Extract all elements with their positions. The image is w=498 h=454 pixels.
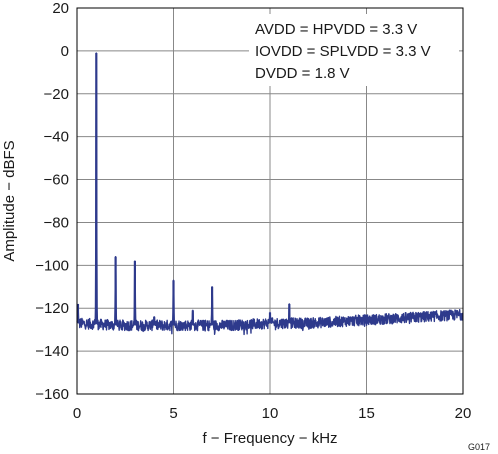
x-tick-label: 5	[169, 405, 177, 422]
y-axis-label: Amplitude − dBFS	[1, 140, 18, 261]
y-tick-label: 0	[61, 43, 69, 60]
y-tick-label: −40	[44, 129, 69, 146]
x-tick-label: 20	[455, 405, 472, 422]
y-tick-label: −60	[44, 172, 69, 189]
y-tick-label: −20	[44, 86, 69, 103]
x-tick-label: 15	[358, 405, 375, 422]
x-tick-label: 0	[73, 405, 81, 422]
y-tick-label: −120	[35, 300, 69, 317]
y-tick-label: 20	[52, 0, 69, 17]
annotation-line-3: DVDD = 1.8 V	[255, 65, 350, 82]
y-tick-label: −140	[35, 343, 69, 360]
x-tick-labels: 0 5 10 15 20	[73, 405, 472, 422]
annotation-line-2: IOVDD = SPLVDD = 3.3 V	[255, 43, 431, 60]
annotation-box: AVDD = HPVDD = 3.3 V IOVDD = SPLVDD = 3.…	[249, 14, 459, 86]
spectrum-trace	[76, 52, 464, 336]
y-tick-label: −100	[35, 257, 69, 274]
y-tick-label: −80	[44, 214, 69, 231]
x-axis-label: f − Frequency − kHz	[202, 430, 337, 447]
plot-frame	[76, 7, 464, 395]
figure-id: G017	[468, 442, 490, 452]
y-tick-label: −160	[35, 386, 69, 403]
annotation-line-1: AVDD = HPVDD = 3.3 V	[255, 21, 417, 38]
annotation-background	[249, 14, 459, 86]
y-tick-labels: 20 0 −20 −40 −60 −80 −100 −120 −140 −160	[35, 0, 69, 403]
x-tick-label: 10	[262, 405, 279, 422]
series	[76, 52, 464, 336]
